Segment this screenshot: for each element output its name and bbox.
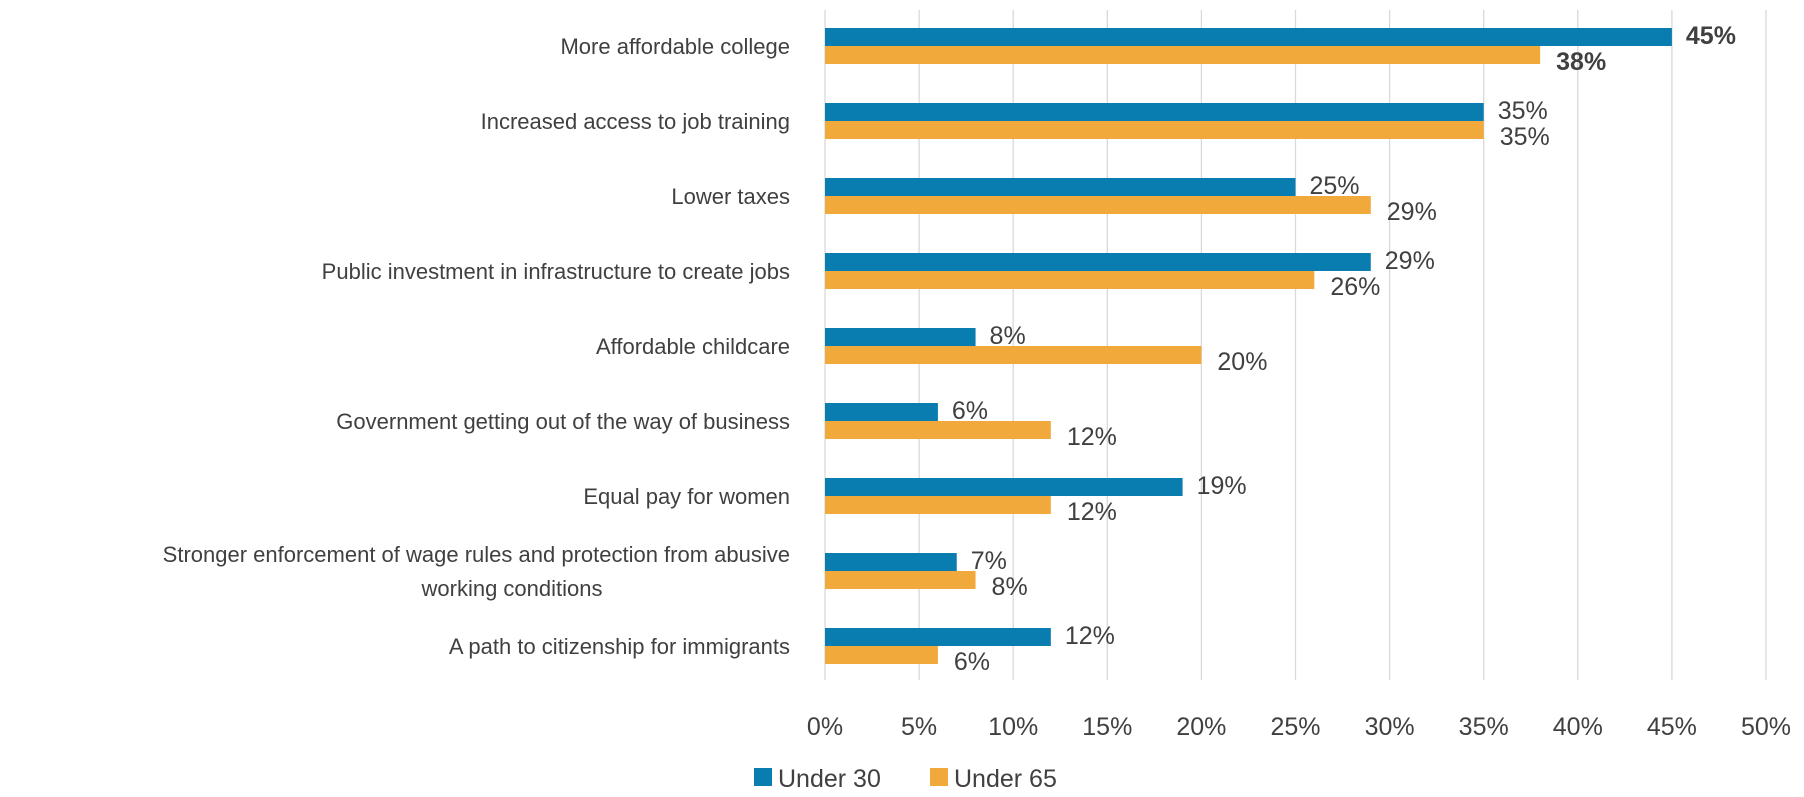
bar-under-30 bbox=[825, 28, 1672, 46]
data-label: 12% bbox=[1067, 423, 1117, 451]
legend-label: Under 65 bbox=[954, 765, 1057, 793]
data-label: 45% bbox=[1686, 22, 1736, 50]
bar-under-30 bbox=[825, 628, 1051, 646]
bars bbox=[825, 28, 1672, 664]
bar-under-65 bbox=[825, 271, 1315, 289]
category-label: Lower taxes bbox=[671, 184, 790, 209]
bar-under-30 bbox=[825, 253, 1371, 271]
data-label: 6% bbox=[954, 648, 990, 676]
data-label: 6% bbox=[952, 397, 988, 425]
bar-under-65 bbox=[825, 646, 938, 664]
bar-under-30 bbox=[825, 103, 1484, 121]
category-label: Stronger enforcement of wage rules and p… bbox=[163, 542, 790, 601]
x-tick-label: 5% bbox=[901, 713, 937, 741]
category-label: Affordable childcare bbox=[596, 334, 790, 359]
bar-under-65 bbox=[825, 496, 1051, 514]
category-label: Government getting out of the way of bus… bbox=[336, 409, 790, 434]
bar-under-30 bbox=[825, 178, 1296, 196]
x-axis-tick-labels: 0% 5% 10% 15% 20% 25% 30% 35% 40% 45% 50% bbox=[807, 713, 1791, 741]
x-tick-label: 40% bbox=[1553, 713, 1603, 741]
data-label: 20% bbox=[1217, 348, 1267, 376]
data-label: 7% bbox=[971, 547, 1007, 575]
category-label: Increased access to job training bbox=[481, 109, 790, 134]
data-label: 26% bbox=[1330, 273, 1380, 301]
data-label: 8% bbox=[992, 573, 1028, 601]
x-tick-label: 50% bbox=[1741, 713, 1791, 741]
data-label: 12% bbox=[1065, 622, 1115, 650]
bar-under-65 bbox=[825, 121, 1484, 139]
bar-under-30 bbox=[825, 553, 957, 571]
data-label: 29% bbox=[1385, 247, 1435, 275]
category-label: A path to citizenship for immigrants bbox=[449, 634, 790, 659]
data-label: 35% bbox=[1498, 97, 1548, 125]
x-tick-label: 20% bbox=[1176, 713, 1226, 741]
bar-under-30 bbox=[825, 328, 976, 346]
bar-under-65 bbox=[825, 571, 976, 589]
category-label: More affordable college bbox=[560, 34, 790, 59]
data-label: 25% bbox=[1310, 172, 1360, 200]
bar-under-30 bbox=[825, 478, 1183, 496]
bar-under-65 bbox=[825, 421, 1051, 439]
data-label: 8% bbox=[990, 322, 1026, 350]
bar-under-65 bbox=[825, 196, 1371, 214]
bar-under-30 bbox=[825, 403, 938, 421]
legend-item: Under 65 bbox=[930, 765, 1057, 793]
x-tick-label: 30% bbox=[1365, 713, 1415, 741]
bar-under-65 bbox=[825, 46, 1541, 64]
legend-swatch bbox=[754, 768, 772, 786]
x-tick-label: 10% bbox=[988, 713, 1038, 741]
data-label: 19% bbox=[1197, 472, 1247, 500]
x-tick-label: 15% bbox=[1082, 713, 1132, 741]
legend-swatch bbox=[930, 768, 948, 786]
legend-item: Under 30 bbox=[754, 765, 881, 793]
data-label: 35% bbox=[1500, 123, 1550, 151]
x-tick-label: 0% bbox=[807, 713, 843, 741]
category-label: Equal pay for women bbox=[583, 484, 790, 509]
data-label: 12% bbox=[1067, 498, 1117, 526]
data-label: 29% bbox=[1387, 198, 1437, 226]
category-label: Public investment in infrastructure to c… bbox=[322, 259, 790, 284]
category-labels: More affordable college Increased access … bbox=[163, 34, 790, 659]
data-labels: 45%38%35%35%25%29%29%26%8%20%6%12%19%12%… bbox=[952, 22, 1736, 676]
x-tick-label: 35% bbox=[1459, 713, 1509, 741]
legend: Under 30 Under 65 bbox=[754, 765, 1057, 793]
data-label: 38% bbox=[1556, 48, 1606, 76]
x-tick-label: 25% bbox=[1270, 713, 1320, 741]
legend-label: Under 30 bbox=[778, 765, 881, 793]
x-tick-label: 45% bbox=[1647, 713, 1697, 741]
bar-under-65 bbox=[825, 346, 1202, 364]
